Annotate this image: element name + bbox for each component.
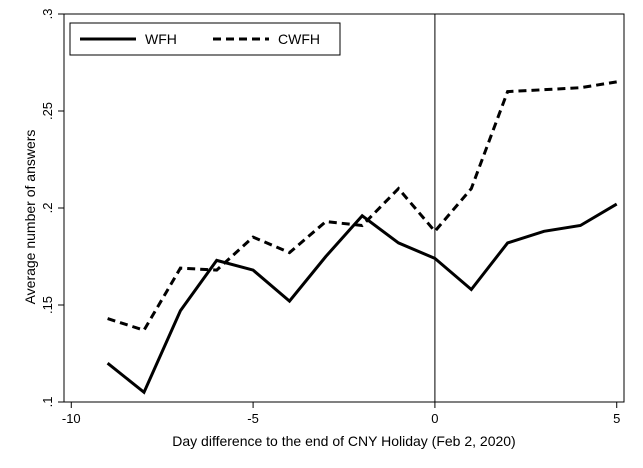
series-line-cwfh	[107, 80, 617, 332]
x-tick-label: -10	[62, 411, 81, 426]
y-tick-label: .15	[40, 296, 55, 314]
y-tick-label: .3	[40, 9, 55, 20]
series-line-wfh	[106, 202, 618, 395]
legend-box	[69, 22, 341, 56]
x-tick-label: 5	[613, 411, 620, 426]
y-axis-title: Average number of answers	[22, 130, 38, 305]
x-axis-title: Day difference to the end of CNY Holiday…	[172, 433, 515, 449]
legend-label-wfh: WFH	[145, 31, 177, 47]
series-layer	[106, 80, 618, 395]
legend: WFH CWFH	[69, 22, 341, 56]
y-axis-ticks: .1 .15 .2 .25 .3	[40, 9, 64, 408]
y-tick-label: .2	[40, 203, 55, 214]
x-axis-ticks: -10 -5 0 5	[62, 402, 620, 426]
plot-frame	[63, 13, 625, 403]
x-tick-label: 0	[431, 411, 438, 426]
legend-label-cwfh: CWFH	[278, 31, 320, 47]
x-tick-label: -5	[247, 411, 259, 426]
y-tick-label: .25	[40, 102, 55, 120]
y-tick-label: .1	[40, 397, 55, 408]
